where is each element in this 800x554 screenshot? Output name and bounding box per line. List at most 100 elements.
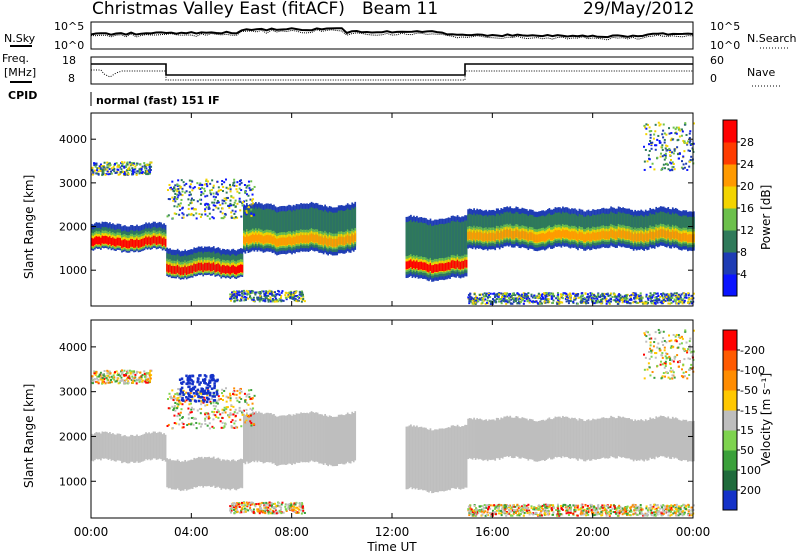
power-speckle (237, 291, 240, 294)
colorbar-tick-label: 24 (740, 158, 754, 171)
power-speckle (595, 299, 598, 302)
velocity-cell (137, 435, 140, 463)
power-cell (631, 232, 633, 241)
power-cell (629, 232, 632, 241)
velocity-cell (568, 417, 570, 459)
power-speckle (617, 294, 620, 297)
power-cell (352, 235, 355, 243)
velocity-cell (432, 430, 435, 493)
power-cell (486, 233, 489, 242)
velocity-speckle (224, 423, 227, 426)
velocity-speckle (101, 377, 104, 380)
power-speckle (552, 301, 555, 304)
power-speckle (210, 188, 213, 191)
power-speckle (636, 295, 639, 298)
velocity-cell (324, 413, 326, 464)
power-speckle (663, 138, 666, 141)
power-speckle (269, 300, 272, 303)
velocity-speckle (190, 406, 193, 409)
power-speckle (211, 179, 214, 182)
velocity-speckle (587, 509, 590, 512)
power-cell (488, 232, 491, 241)
velocity-cell (473, 417, 475, 459)
power-speckle (194, 208, 197, 211)
power-cell (528, 232, 531, 240)
velocity-speckle (166, 425, 169, 428)
power-cell (250, 208, 253, 249)
power-speckle (621, 295, 624, 298)
velocity-cell (644, 419, 647, 460)
velocity-speckle (196, 409, 199, 412)
power-speckle (220, 183, 223, 186)
velocity-speckle (135, 372, 138, 375)
velocity-speckle (132, 371, 135, 374)
power-speckle (101, 168, 104, 171)
velocity-cell (143, 433, 146, 461)
velocity-cell (524, 418, 527, 459)
velocity-speckle (91, 375, 94, 378)
velocity-cell (107, 433, 110, 460)
velocity-speckle (101, 373, 104, 376)
power-speckle (97, 172, 100, 175)
velocity-speckle (483, 511, 486, 514)
power-cell (614, 231, 617, 240)
power-speckle (209, 189, 212, 192)
power-cell (482, 233, 485, 242)
velocity-speckle (231, 506, 234, 509)
power-cell (515, 229, 518, 238)
power-speckle (257, 291, 260, 294)
velocity-speckle (229, 412, 232, 415)
velocity-speckle (168, 392, 171, 395)
power-speckle (109, 170, 112, 173)
velocity-speckle (95, 381, 98, 384)
power-cell (471, 232, 474, 241)
power-speckle (580, 292, 583, 295)
velocity-speckle (291, 508, 294, 511)
power-speckle (672, 293, 675, 296)
velocity-speckle (301, 510, 304, 513)
power-speckle (550, 292, 553, 295)
power-cell (217, 263, 220, 272)
power-speckle (643, 168, 646, 171)
power-speckle (233, 293, 236, 296)
power-speckle (121, 163, 124, 166)
velocity-speckle (97, 381, 100, 384)
velocity-speckle (221, 421, 224, 424)
velocity-speckle (148, 372, 151, 375)
power-speckle (220, 217, 223, 220)
power-speckle (615, 300, 618, 303)
velocity-speckle (256, 508, 259, 511)
velocity-speckle (486, 511, 489, 514)
power-speckle (663, 293, 666, 296)
velocity-cell (342, 415, 345, 465)
power-speckle (176, 205, 179, 208)
power-speckle (645, 293, 648, 296)
power-cell (262, 209, 265, 250)
power-cell (249, 209, 251, 249)
velocity-speckle (190, 408, 193, 411)
velocity-cell (557, 416, 560, 457)
velocity-speckle (109, 381, 112, 384)
power-speckle (196, 200, 199, 203)
velocity-cell (327, 416, 329, 467)
velocity-speckle (129, 371, 132, 374)
velocity-speckle (104, 376, 107, 379)
power-speckle (690, 300, 693, 303)
power-speckle (243, 207, 246, 210)
power-speckle (115, 162, 118, 165)
power-cell (507, 230, 510, 238)
power-speckle (562, 292, 565, 295)
power-cell (510, 230, 513, 239)
velocity-speckle (613, 507, 616, 510)
velocity-heatmap (91, 328, 695, 517)
velocity-speckle (247, 389, 250, 392)
colorbar-tick-label: 20 (740, 180, 754, 193)
power-colorbar-label: Power [dB] (759, 185, 773, 250)
power-speckle (481, 293, 484, 296)
power-speckle (106, 161, 109, 164)
power-speckle (147, 163, 150, 166)
power-speckle (180, 179, 183, 182)
power-speckle (681, 130, 684, 133)
power-speckle (634, 297, 637, 300)
velocity-speckle (217, 399, 220, 402)
